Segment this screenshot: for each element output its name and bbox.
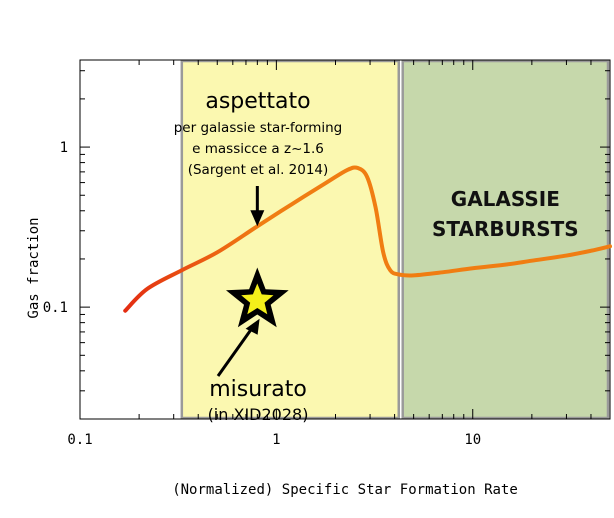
axis-tick-labels: 0.1 1 10 0.1 1 — [43, 140, 481, 448]
gas-fraction-curve — [123, 165, 612, 313]
annotation-measured-line-0: misurato — [209, 377, 307, 402]
region-label-starburst-1: STARBURSTS — [432, 217, 579, 241]
arrowhead-expected — [250, 210, 265, 227]
annotation-expected-line-3: (Sargent et al. 2014) — [188, 162, 329, 178]
annotation-expected-line-2: e massicce a z~1.6 — [192, 141, 324, 157]
y-axis-label: Gas fraction — [26, 217, 42, 318]
data-points — [226, 267, 289, 328]
x-tick-label: 1 — [272, 432, 280, 448]
y-tick-label: 0.1 — [43, 300, 68, 316]
arrow-measured — [216, 327, 253, 377]
x-tick-label: 10 — [464, 432, 481, 448]
region-labels: GALASSIE STARBURSTS — [432, 187, 579, 241]
star-marker-measured — [241, 283, 274, 315]
region-starburst — [401, 59, 610, 420]
shaded-regions — [180, 59, 610, 420]
y-tick-label: 1 — [60, 140, 68, 156]
region-label-starburst-0: GALASSIE — [451, 187, 560, 211]
arrowhead-measured — [245, 318, 260, 335]
region-main-sequence — [180, 59, 401, 420]
annotation-expected-line-1: per galassie star-forming — [174, 120, 343, 136]
plot-frame — [79, 59, 611, 420]
x-tick-label: 0.1 — [67, 432, 92, 448]
annotations: aspettato per galassie star-forming e mass… — [174, 89, 343, 424]
axis-ticks — [79, 60, 611, 420]
x-axis-label: (Normalized) Specific Star Formation Rat… — [172, 482, 518, 498]
annotation-measured-line-1: (in XID2028) — [208, 405, 309, 424]
annotation-expected-line-0: aspettato — [205, 89, 310, 114]
